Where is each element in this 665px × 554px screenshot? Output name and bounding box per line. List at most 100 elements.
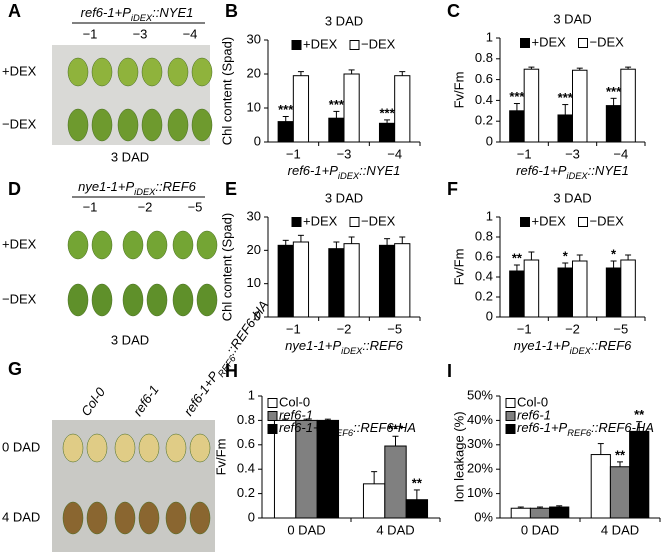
leaf <box>91 230 113 260</box>
x-tick-label: −1 <box>286 146 301 161</box>
chart-subtitle: 3 DAD <box>325 190 363 205</box>
x-tick-label: −5 <box>387 321 402 336</box>
legend-label: ref6-1 <box>517 407 551 422</box>
bar <box>277 121 294 143</box>
legend-label: −DEX <box>361 36 396 51</box>
column-label: −1 <box>83 199 98 214</box>
y-tick-label: 10% <box>467 485 493 500</box>
bar <box>529 507 551 519</box>
x-axis-label-part: iDEX <box>570 346 592 356</box>
y-tick-label: 10 <box>247 275 261 290</box>
bar <box>509 270 525 318</box>
x-tick-label: −2 <box>337 321 352 336</box>
y-tick-label: 0% <box>474 509 493 524</box>
legend-swatch <box>267 411 278 421</box>
panel-letter: I <box>447 361 452 381</box>
leaf <box>167 108 189 142</box>
bar <box>343 243 360 318</box>
significance-label: ** <box>412 475 423 490</box>
leaf <box>165 433 187 463</box>
leaf <box>146 230 168 260</box>
y-tick-label: 0.2 <box>475 288 493 303</box>
y-tick-label: 0 <box>254 308 261 323</box>
bar <box>572 260 588 318</box>
bar <box>510 507 531 519</box>
x-tick-label: −2 <box>565 321 580 336</box>
legend-label: Col-0 <box>279 394 310 409</box>
significance-label: *** <box>558 90 574 105</box>
significance-label: *** <box>509 89 525 104</box>
bar <box>509 110 525 143</box>
bar <box>605 105 622 143</box>
y-tick-label: 20 <box>247 65 261 80</box>
x-tick-label: −3 <box>337 146 352 161</box>
column-label: −1 <box>83 26 98 41</box>
column-label: −5 <box>188 199 203 214</box>
bar <box>378 122 396 143</box>
leaf <box>114 501 136 535</box>
legend-swatch <box>520 38 530 48</box>
legend-label: Col-0 <box>517 394 548 409</box>
x-tick-label: −3 <box>565 146 580 161</box>
x-axis-label: nye1-1+PiDEX::REF6 <box>514 338 633 356</box>
bar <box>328 248 345 318</box>
photo-heading-part: nye1-1+P <box>78 179 134 194</box>
photo-heading-part: iDEX <box>134 187 156 197</box>
x-tick-label: −1 <box>517 321 532 336</box>
x-axis-label-part: ::REF6 <box>362 338 403 353</box>
row-label: +DEX <box>2 236 37 251</box>
bar <box>609 466 631 519</box>
y-tick-label: 30% <box>467 436 493 451</box>
x-tick-label: 0 DAD <box>521 522 559 537</box>
significance-label: ** <box>512 250 523 265</box>
legend-label: +DEX <box>303 36 338 51</box>
x-tick-label: −4 <box>613 146 628 161</box>
x-axis-label-part: ref6-1+P <box>288 163 339 178</box>
column-label-part: ref6-1+P <box>181 369 222 419</box>
photo-heading: nye1-1+PiDEX::REF6 <box>78 179 197 197</box>
y-tick-label: 0 <box>254 133 261 148</box>
leaf <box>141 108 163 142</box>
bar <box>620 259 636 318</box>
y-tick-label: 0 <box>248 509 255 524</box>
legend-label-part: ::REF6-HA <box>591 420 654 435</box>
legend-label: −DEX <box>590 34 625 49</box>
x-axis-label-part: ::NYE1 <box>359 163 400 178</box>
y-tick-label: 0.2 <box>475 113 493 128</box>
legend-label: ref6-1+PREF6::REF6-HA <box>279 420 416 438</box>
bar <box>384 445 407 519</box>
y-tick-label: 0.8 <box>475 228 493 243</box>
leaf <box>141 57 163 87</box>
y-axis-label: Fv/Fm <box>451 72 466 109</box>
leaf <box>67 230 89 260</box>
significance-label: * <box>563 248 569 263</box>
bar <box>557 267 573 318</box>
x-axis-label: ref6-1+PiDEX::NYE1 <box>516 163 629 181</box>
photo-heading-part: ref6-1+P <box>81 5 132 20</box>
legend-label-part: ref6-1+P <box>517 420 568 435</box>
legend-swatch <box>578 38 588 48</box>
x-axis-label: nye1-1+PiDEX::REF6 <box>285 338 404 356</box>
x-axis-label-part: iDEX <box>566 171 588 181</box>
y-tick-label: 20% <box>467 461 493 476</box>
y-tick-label: 50% <box>467 387 493 402</box>
leaf <box>122 230 144 260</box>
panel-letter: G <box>8 359 22 379</box>
significance-label: *** <box>278 102 294 117</box>
chart-subtitle: 3 DAD <box>325 13 363 28</box>
y-tick-label: 0.2 <box>237 485 255 500</box>
x-tick-label: −1 <box>286 321 301 336</box>
legend-label: −DEX <box>590 213 625 228</box>
y-axis-label: Fv/Fm <box>213 439 228 476</box>
photo-footer: 3 DAD <box>111 149 149 164</box>
bar <box>557 114 573 143</box>
significance-label: *** <box>329 97 345 112</box>
y-tick-label: 0.6 <box>475 248 493 263</box>
bar <box>343 73 360 143</box>
x-tick-label: −1 <box>517 146 532 161</box>
panel-letter: B <box>225 1 238 21</box>
row-label: −DEX <box>2 116 37 131</box>
y-tick-label: 0 <box>486 133 493 148</box>
legend-swatch <box>267 424 278 434</box>
significance-label: *** <box>379 105 395 120</box>
